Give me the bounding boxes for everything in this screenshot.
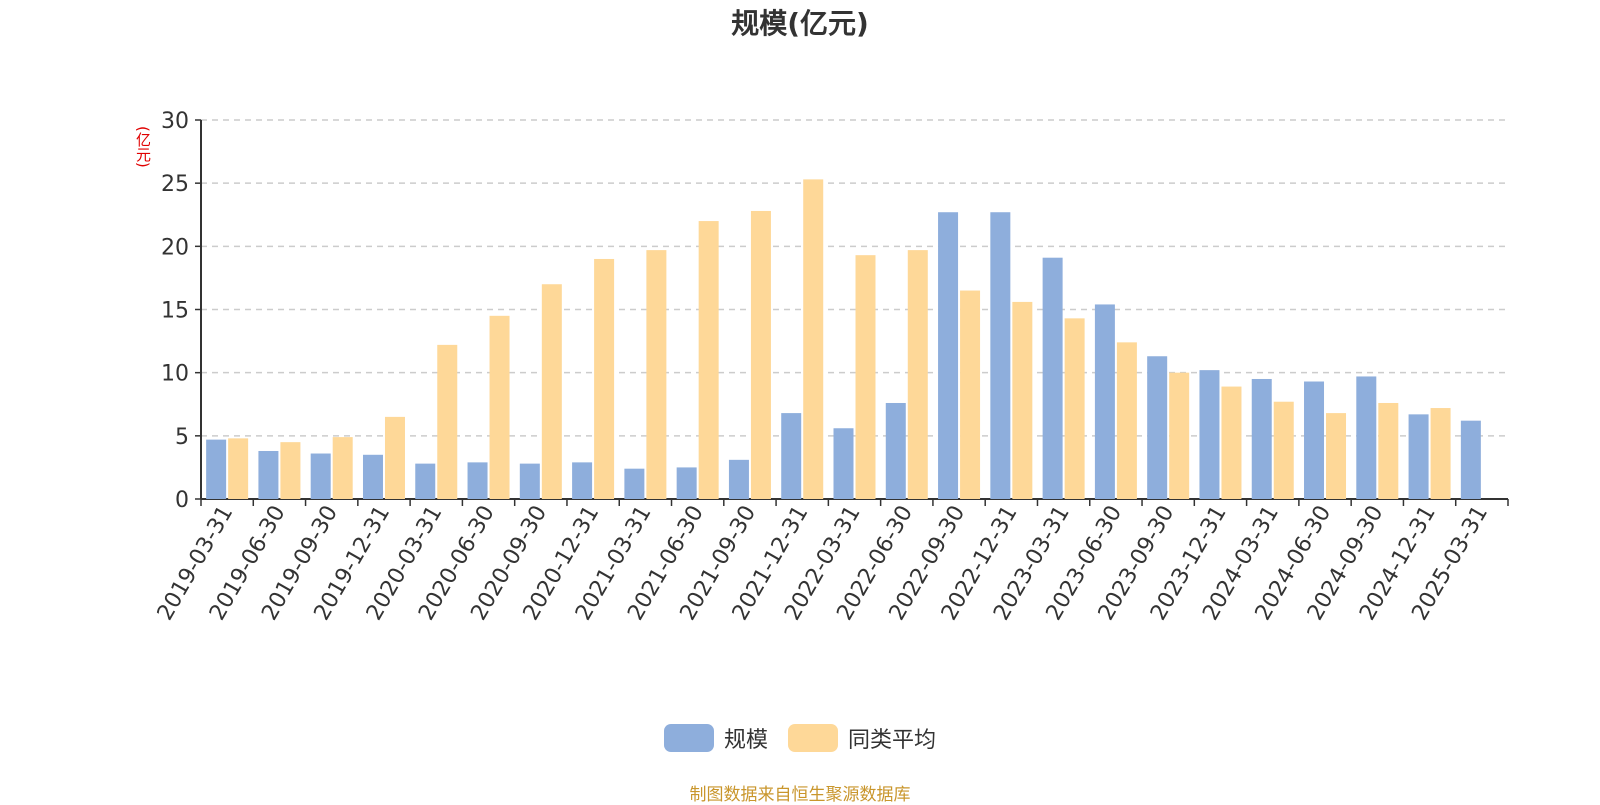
bar-peer-average: [698, 221, 719, 500]
bar-peer-average: [855, 255, 876, 499]
y-tick-label: 10: [161, 362, 189, 387]
bar-peer-average: [1273, 401, 1294, 499]
bar-scale: [258, 450, 279, 499]
y-tick-label: 0: [175, 488, 189, 513]
legend: 规模 同类平均: [0, 722, 1600, 754]
bar-peer-average: [1378, 402, 1399, 499]
bar-scale: [1304, 381, 1325, 499]
bar-peer-average: [803, 179, 824, 500]
bar-scale: [362, 454, 383, 499]
bar-scale: [1042, 257, 1063, 499]
y-tick-label: 30: [161, 109, 189, 134]
bar-scale: [572, 462, 593, 499]
bar-scale: [781, 413, 802, 499]
bar-scale: [990, 212, 1011, 499]
bar-scale: [624, 468, 645, 499]
legend-label-scale: 规模: [723, 728, 768, 753]
bar-scale: [885, 402, 906, 499]
bar-peer-average: [907, 250, 928, 499]
bar-scale: [467, 462, 488, 499]
bar-scale: [833, 428, 854, 499]
bar-peer-average: [594, 258, 615, 499]
bar-peer-average: [1326, 413, 1347, 499]
bar-peer-average: [384, 416, 405, 499]
bar-scale: [728, 459, 749, 499]
bar-peer-average: [960, 290, 981, 499]
y-tick-label: 5: [175, 425, 189, 450]
legend-label-peer-average: 同类平均: [848, 728, 937, 753]
legend-item-peer-average[interactable]: 同类平均: [788, 722, 936, 754]
bar-scale: [1147, 356, 1168, 499]
bar-peer-average: [1116, 342, 1137, 499]
bar-peer-average: [1221, 386, 1242, 499]
bar-scale: [1094, 304, 1115, 499]
bar-peer-average: [280, 442, 301, 499]
data-source-note: 制图数据来自恒生聚源数据库: [689, 785, 911, 805]
bar-scale: [415, 463, 436, 499]
bar-peer-average: [228, 438, 249, 499]
legend-swatch-scale: [663, 724, 714, 752]
bar-scale: [310, 453, 331, 499]
y-tick-label: 20: [161, 235, 189, 260]
bar-peer-average: [541, 284, 562, 499]
legend-item-scale[interactable]: 规模: [663, 722, 768, 754]
bar-peer-average: [1169, 372, 1190, 499]
bar-scale: [1251, 378, 1272, 499]
bar-scale: [938, 212, 959, 499]
bar-peer-average: [1430, 408, 1451, 499]
bar-peer-average: [489, 315, 510, 499]
bar-chart: 0510152025302019-03-312019-06-302019-09-…: [153, 109, 1509, 625]
bar-peer-average: [1012, 301, 1033, 499]
bar-peer-average: [437, 344, 458, 499]
bar-peer-average: [646, 250, 667, 499]
y-tick-label: 25: [161, 172, 189, 197]
bar-scale: [1199, 370, 1220, 499]
y-tick-label: 15: [161, 299, 189, 324]
bar-peer-average: [750, 210, 771, 499]
bar-peer-average: [332, 437, 353, 499]
bar-scale: [1460, 420, 1481, 499]
chart-title: 规模(亿元): [731, 7, 869, 40]
bar-scale: [1408, 414, 1429, 499]
legend-swatch-peer-average: [788, 724, 838, 752]
bar-scale: [676, 467, 697, 499]
y-axis-unit-label: (亿元): [134, 126, 152, 168]
bar-scale: [519, 463, 540, 499]
bar-scale: [1356, 376, 1377, 499]
bar-scale: [206, 439, 227, 499]
bar-peer-average: [1064, 318, 1085, 499]
